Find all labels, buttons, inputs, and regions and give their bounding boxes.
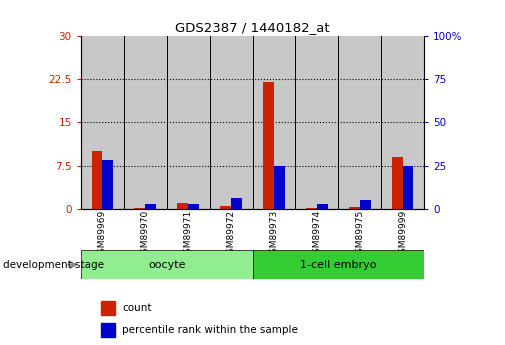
Bar <box>295 36 338 209</box>
Bar <box>188 204 199 209</box>
Text: development stage: development stage <box>3 260 104 270</box>
Bar <box>220 206 231 209</box>
Bar <box>274 166 285 209</box>
Bar <box>231 198 242 209</box>
Bar <box>252 250 424 279</box>
Bar <box>317 204 328 209</box>
Bar <box>306 208 317 209</box>
Bar <box>102 323 115 337</box>
Bar <box>91 151 102 209</box>
Title: GDS2387 / 1440182_at: GDS2387 / 1440182_at <box>175 21 330 34</box>
Bar <box>177 203 188 209</box>
Bar <box>167 36 210 209</box>
Bar <box>145 204 156 209</box>
Bar <box>252 36 295 209</box>
Text: oocyte: oocyte <box>148 260 185 270</box>
Bar <box>124 36 167 209</box>
Bar <box>360 200 371 209</box>
Bar <box>338 36 381 209</box>
Text: 1-cell embryo: 1-cell embryo <box>300 260 377 270</box>
Bar <box>102 302 115 315</box>
Bar <box>392 157 403 209</box>
Bar <box>381 36 424 209</box>
Bar <box>263 82 274 209</box>
Bar <box>210 36 252 209</box>
Bar <box>403 166 414 209</box>
Text: percentile rank within the sample: percentile rank within the sample <box>122 325 298 335</box>
Bar <box>81 36 124 209</box>
Bar <box>134 208 145 209</box>
Bar <box>81 250 252 279</box>
Bar <box>349 207 360 209</box>
Bar <box>102 160 113 209</box>
Text: count: count <box>122 303 152 313</box>
